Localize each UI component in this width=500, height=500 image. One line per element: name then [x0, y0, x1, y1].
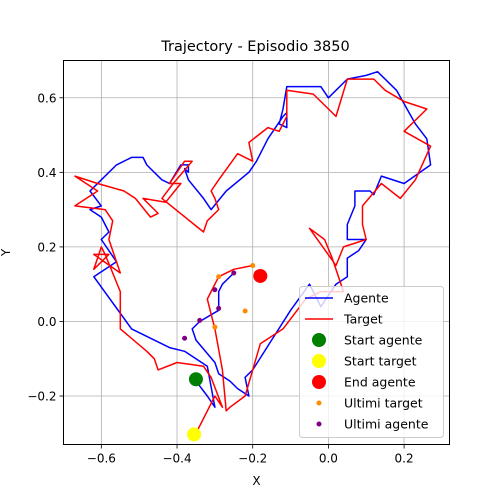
- point-ultimi-target: [242, 308, 248, 314]
- y-tick-label: 0.0: [37, 315, 56, 329]
- legend-swatch-start-target: [312, 354, 326, 368]
- x-tick-label: −0.6: [87, 452, 116, 466]
- marker-end-agente: [253, 268, 268, 283]
- x-tick-label: −0.4: [162, 452, 191, 466]
- x-axis-label: X: [252, 474, 260, 488]
- point-ultimi-agente: [216, 305, 222, 311]
- legend-label-ultimi-target: Ultimi target: [344, 396, 423, 411]
- legend-label-ultimi-agente: Ultimi agente: [344, 417, 429, 432]
- y-tick-label: 0.4: [37, 166, 56, 180]
- plot-area: [74, 70, 432, 442]
- legend-swatch-ultimi-agente: [316, 421, 322, 427]
- legend-swatch-ultimi-target: [316, 400, 322, 406]
- legend-box: [299, 286, 444, 438]
- point-ultimi-target: [212, 324, 218, 330]
- x-tick-label: −0.2: [238, 452, 267, 466]
- legend-label-end-agente: End agente: [344, 375, 416, 390]
- marker-start-target: [187, 427, 202, 442]
- legend-label-agente: Agente: [344, 291, 389, 306]
- legend-label-start-agente: Start agente: [344, 333, 423, 348]
- y-axis-label: Y: [0, 248, 13, 257]
- y-tick-label: −0.2: [27, 390, 56, 404]
- point-ultimi-target: [250, 263, 256, 269]
- y-tick-label: 0.6: [37, 91, 56, 105]
- point-ultimi-agente: [231, 270, 237, 276]
- axes-frame: [63, 60, 450, 445]
- legend-label-target: Target: [343, 312, 383, 327]
- x-tick-label: 0.0: [319, 452, 338, 466]
- legend-swatch-start-agente: [312, 333, 326, 347]
- axis-ticks: −0.6 −0.4 −0.2 0.0 0.2 −0.2 0.0 0.2 0.4 0.6: [27, 91, 413, 465]
- legend: Agente Target Start agente Start target End …: [299, 286, 444, 438]
- point-ultimi-target: [216, 274, 222, 280]
- x-tick-label: 0.2: [395, 452, 414, 466]
- series-line-agente: [89, 70, 432, 408]
- legend-label-start-target: Start target: [344, 354, 417, 369]
- point-ultimi-agente: [212, 287, 218, 293]
- y-tick-label: 0.2: [37, 240, 56, 254]
- point-ultimi-agente: [182, 335, 188, 341]
- marker-start-agente: [188, 372, 203, 387]
- series-line-target: [74, 78, 432, 434]
- point-ultimi-agente: [197, 317, 203, 323]
- legend-swatch-end-agente: [312, 375, 326, 389]
- chart-title: Trajectory - Episodio 3850: [160, 39, 349, 55]
